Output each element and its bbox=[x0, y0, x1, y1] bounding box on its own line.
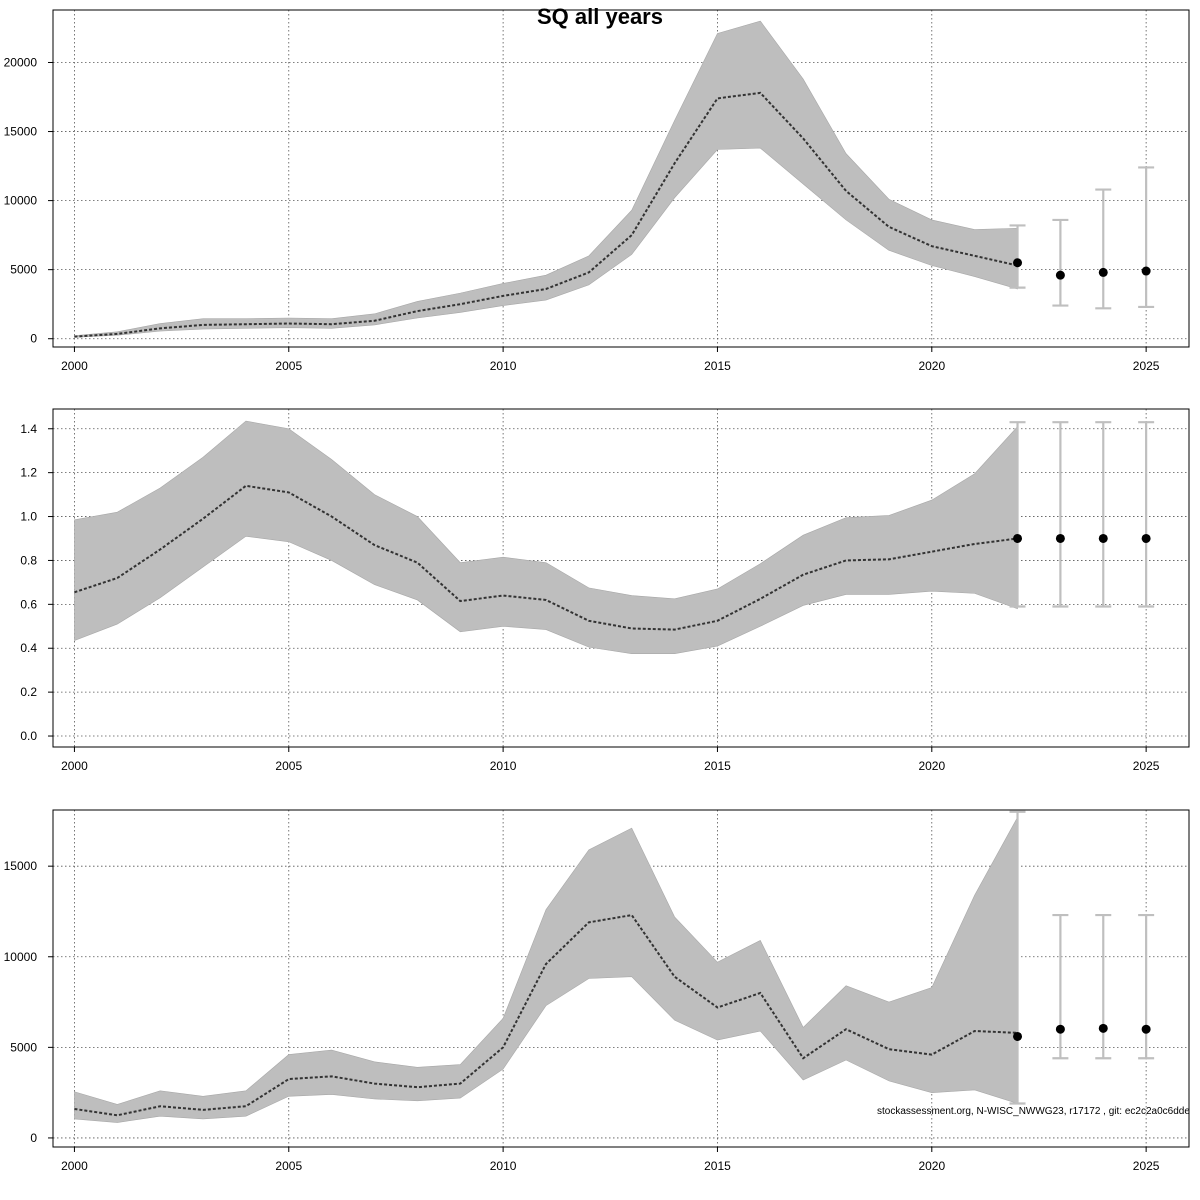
figure-title: SQ all years bbox=[537, 4, 663, 29]
y-tick-label: 15000 bbox=[4, 859, 38, 873]
x-tick-label: 2015 bbox=[704, 1159, 731, 1173]
panels: 2000 2005 2010 2015 2020 20250500010000150002… bbox=[4, 9, 1190, 1173]
forecast-point bbox=[1055, 270, 1065, 280]
forecast-point bbox=[1055, 1024, 1065, 1034]
forecast-point bbox=[1055, 533, 1065, 543]
forecast-point bbox=[1013, 258, 1023, 268]
forecast-point bbox=[1098, 267, 1108, 277]
x-tick-label: 2020 bbox=[918, 1159, 945, 1173]
forecast-point bbox=[1013, 533, 1023, 543]
confidence-band bbox=[74, 20, 1018, 338]
forecast-point bbox=[1098, 533, 1108, 543]
y-tick-label: 0.4 bbox=[20, 641, 37, 655]
y-tick-label: 0.2 bbox=[20, 685, 37, 699]
y-tick-label: 10000 bbox=[4, 950, 38, 964]
forecast-point bbox=[1141, 533, 1151, 543]
x-tick-label: 2020 bbox=[918, 359, 945, 373]
estimate-line bbox=[74, 91, 1018, 338]
x-tick-label: 2000 bbox=[61, 759, 88, 773]
estimate-line bbox=[74, 913, 1018, 1117]
x-tick-label: 2025 bbox=[1133, 359, 1160, 373]
x-tick-label: 2010 bbox=[490, 1159, 517, 1173]
panel-ssb: 2000 2005 2010 2015 2020 2025 0 5000 10000 15000 2… bbox=[4, 9, 1190, 373]
y-tick-label: 0 bbox=[30, 332, 37, 346]
x-tick-label: 2010 bbox=[490, 759, 517, 773]
y-tick-label: 1.2 bbox=[20, 466, 37, 480]
x-tick-label: 2015 bbox=[704, 359, 731, 373]
forecast-point bbox=[1098, 1023, 1108, 1033]
x-tick-label: 2005 bbox=[275, 1159, 302, 1173]
y-tick-label: 1.4 bbox=[20, 422, 37, 436]
x-tick-label: 2000 bbox=[61, 1159, 88, 1173]
footnote: stockassessment.org, N-WISC_NWWG23, r171… bbox=[877, 1106, 1190, 1117]
panel-recruits: 2000 2005 2010 2015 2020 2025 0 5000 10000 15000 bbox=[4, 809, 1190, 1173]
forecast-point bbox=[1013, 1031, 1023, 1041]
x-tick-label: 2005 bbox=[275, 359, 302, 373]
confidence-band bbox=[74, 817, 1018, 1123]
x-tick-label: 2005 bbox=[275, 759, 302, 773]
y-tick-label: 0.8 bbox=[20, 553, 37, 567]
y-tick-label: 5000 bbox=[10, 1040, 37, 1054]
x-tick-label: 2015 bbox=[704, 759, 731, 773]
forecast-point bbox=[1141, 266, 1151, 276]
x-tick-label: 2025 bbox=[1133, 1159, 1160, 1173]
y-tick-label: 0 bbox=[30, 1131, 37, 1145]
y-tick-label: 10000 bbox=[4, 194, 38, 208]
plot-frame bbox=[52, 9, 1190, 348]
x-tick-label: 2020 bbox=[918, 759, 945, 773]
y-tick-label: 15000 bbox=[4, 125, 38, 139]
y-tick-label: 1.0 bbox=[20, 510, 37, 524]
estimate-line bbox=[74, 484, 1018, 631]
y-tick-label: 20000 bbox=[4, 55, 38, 69]
forecast-point bbox=[1141, 1024, 1151, 1034]
y-tick-label: 5000 bbox=[10, 263, 37, 277]
x-tick-label: 2010 bbox=[490, 359, 517, 373]
x-tick-label: 2000 bbox=[61, 359, 88, 373]
y-tick-label: 0.6 bbox=[20, 597, 37, 611]
plot-frame bbox=[52, 809, 1190, 1148]
confidence-band bbox=[74, 420, 1018, 655]
panel-fishing-mortality: 2000 2005 2010 2015 2020 2025 0.0 0.2 0.4 0.6 0.8 1… bbox=[20, 408, 1190, 773]
y-tick-label: 0.0 bbox=[20, 729, 37, 743]
plot-frame bbox=[52, 408, 1190, 748]
x-tick-label: 2025 bbox=[1133, 759, 1160, 773]
